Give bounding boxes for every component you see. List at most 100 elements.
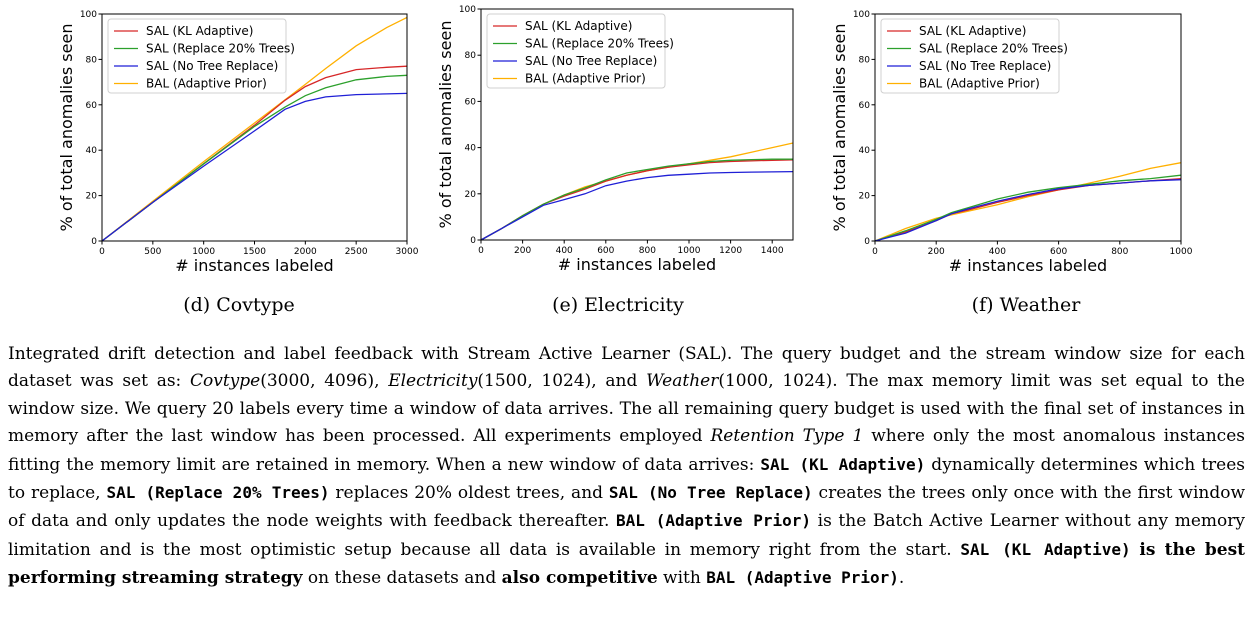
x-tick-label: 1000	[678, 246, 701, 256]
legend-label: BAL (Adaptive Prior)	[146, 77, 267, 91]
y-tick-label: 20	[86, 192, 98, 202]
x-axis-label: # instances labeled	[949, 256, 1107, 275]
x-tick-label: 3000	[396, 247, 419, 257]
caption-emphasis: also competitive	[501, 568, 658, 589]
caption-text: on these datasets and	[302, 568, 502, 589]
y-tick-label: 100	[853, 10, 870, 20]
subcaption-covtype: (d) Covtype	[183, 294, 295, 316]
x-tick-label: 0	[478, 246, 484, 256]
x-tick-label: 600	[1050, 247, 1067, 257]
x-tick-label: 0	[872, 247, 878, 257]
x-tick-label: 500	[144, 247, 161, 257]
y-tick-label: 80	[859, 55, 871, 65]
dataset-name: Covtype	[189, 371, 261, 392]
x-tick-label: 400	[556, 246, 573, 256]
y-tick-label: 60	[465, 97, 477, 107]
series-line	[480, 158, 793, 241]
x-tick-label: 800	[1111, 247, 1128, 257]
y-axis-label: % of total anomalies seen	[436, 21, 455, 229]
series-line	[874, 174, 1182, 242]
chart-covtype-panel: 0 500 1000 1500 2000 2500 3000 0 20 40 60 80 100 # in…	[40, 0, 430, 290]
series-line	[101, 74, 408, 242]
caption-text: (1500, 1024), and	[477, 371, 647, 392]
x-tick-label: 0	[99, 247, 105, 257]
y-tick-label: 80	[86, 55, 98, 65]
method-name: BAL (Adaptive Prior)	[706, 568, 899, 588]
x-tick-label: 800	[639, 246, 656, 256]
y-tick-label: 40	[465, 144, 477, 154]
caption-text: dynamically determines which trees to re…	[8, 454, 1246, 504]
y-tick-label: 0	[864, 237, 870, 247]
figure-caption: Integrated drift detection and label fee…	[8, 341, 1245, 593]
caption-text: where only the most anomalous instances …	[8, 426, 1245, 475]
legend-label: SAL (KL Adaptive)	[525, 19, 632, 33]
x-tick-label: 1400	[761, 246, 784, 256]
x-tick-label: 1000	[192, 247, 215, 257]
x-axis-label: # instances labeled	[558, 255, 716, 274]
legend-label: SAL (No Tree Replace)	[146, 59, 278, 73]
legend-label: BAL (Adaptive Prior)	[919, 77, 1040, 91]
series-line	[480, 170, 794, 241]
legend-label: SAL (KL Adaptive)	[919, 24, 1026, 38]
y-tick-label: 40	[859, 146, 871, 156]
y-tick-label: 20	[859, 192, 871, 202]
caption-text: .	[898, 568, 905, 589]
x-axis-label: # instances labeled	[175, 256, 333, 275]
series-line	[874, 162, 1182, 242]
x-tick-label: 1500	[243, 247, 266, 257]
y-axis-label: % of total anomalies seen	[830, 24, 849, 232]
plot-frame	[874, 13, 1182, 242]
caption-text: replaces 20% oldest trees, and	[329, 483, 609, 504]
y-axis-label: % of total anomalies seen	[57, 24, 76, 232]
method-name: SAL (KL Adaptive)	[760, 454, 926, 474]
legend-label: SAL (Replace 20% Trees)	[146, 42, 295, 56]
y-tick-label: 0	[91, 237, 97, 247]
series-line	[874, 179, 1182, 242]
y-tick-label: 60	[86, 101, 98, 111]
dataset-name: Weather	[646, 371, 719, 392]
subcaption-weather: (f) Weather	[971, 294, 1081, 316]
method-name: SAL (Replace 20% Trees)	[106, 483, 330, 503]
x-tick-label: 2000	[294, 247, 317, 257]
legend-box	[880, 18, 1060, 94]
caption-text: creates the trees only once with the fir…	[8, 483, 1246, 532]
y-tick-label: 80	[465, 51, 477, 61]
series-line	[874, 177, 1182, 242]
caption-text: The max memory limit was set equal to th…	[8, 371, 1245, 447]
legend-label: SAL (No Tree Replace)	[919, 59, 1051, 73]
caption-text: (1000, 1024).	[718, 371, 838, 392]
legend-label: SAL (Replace 20% Trees)	[525, 37, 674, 51]
method-name: BAL (Adaptive Prior)	[616, 511, 812, 531]
caption-emphasis: is the best performing streaming strateg…	[8, 539, 1245, 589]
chart-electricity-panel: 0 200 400 600 800 1000 1200 1400 0 20 40 60 80 100 # i…	[420, 0, 810, 290]
x-tick-label: 1000	[1170, 247, 1193, 257]
x-tick-label: 1200	[719, 246, 742, 256]
caption-text: with	[657, 568, 707, 589]
y-tick-label: 20	[465, 190, 477, 200]
chart-covtype: 0 500 1000 1500 2000 2500 3000 0 20 40 60 80 100 # in…	[57, 10, 419, 275]
y-tick-label: 60	[859, 101, 871, 111]
subcaption-electricity: (e) Electricity	[552, 294, 684, 316]
legend-label: SAL (No Tree Replace)	[525, 54, 657, 68]
legend-label: SAL (KL Adaptive)	[146, 24, 253, 38]
chart-weather: 0 200 400 600 800 1000 0 20 40 60 80 100 # instances…	[830, 10, 1193, 275]
retention-type: Retention Type 1	[710, 426, 864, 447]
x-tick-label: 600	[597, 246, 614, 256]
chart-weather-panel: 0 200 400 600 800 1000 0 20 40 60 80 100 # instances…	[815, 0, 1205, 290]
caption-text: is the Batch Active Learner without any …	[8, 511, 1245, 560]
legend-box	[107, 18, 287, 94]
caption-text: Integrated drift detection and label fee…	[8, 344, 1245, 392]
y-tick-label: 100	[459, 5, 476, 15]
legend-label: SAL (Replace 20% Trees)	[919, 42, 1068, 56]
series-line	[101, 92, 408, 242]
y-tick-label: 40	[86, 146, 98, 156]
dataset-name: Electricity	[388, 371, 478, 392]
x-tick-label: 200	[928, 247, 945, 257]
x-tick-label: 2500	[345, 247, 368, 257]
series-line	[101, 16, 408, 242]
legend-box	[486, 13, 666, 89]
method-name: SAL (KL Adaptive)	[960, 539, 1131, 559]
caption-text: (3000, 4096),	[260, 371, 389, 392]
legend-label: BAL (Adaptive Prior)	[525, 72, 646, 86]
chart-electricity: 0 200 400 600 800 1000 1200 1400 0 20 40 60 80 100 # i…	[436, 5, 794, 274]
